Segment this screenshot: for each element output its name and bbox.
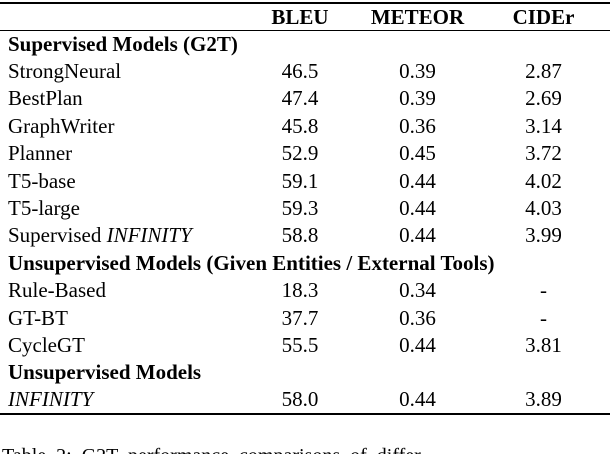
bleu-value-cell: 58.0 — [281, 387, 319, 412]
meteor-value-cell: 0.45 — [399, 141, 436, 166]
model-name-cell: GraphWriter — [0, 113, 242, 140]
meteor-value-cell: 0.39 — [399, 86, 436, 111]
bleu-value-cell: 37.7 — [281, 305, 319, 330]
table-head: BLEU METEOR CIDEr — [0, 3, 610, 31]
meteor-value-cell: 0.44 — [399, 168, 436, 193]
model-name: CycleGT — [8, 332, 85, 357]
cider-value-cell: 4.03 — [525, 196, 562, 221]
section-header: Unsupervised Models — [8, 360, 202, 385]
model-name-cell: T5-base — [0, 167, 242, 194]
table-caption: Table 2: G2T performance comparisons of … — [2, 444, 610, 454]
cider-value-cell: 3.14 — [525, 113, 562, 138]
model-name: GraphWriter — [8, 113, 115, 138]
model-name-cell: INFINITY — [0, 387, 242, 414]
meteor-value-cell: 0.44 — [399, 223, 436, 248]
bleu-value-cell: 45.8 — [281, 113, 319, 138]
section-header-row: Unsupervised Models (Given Entities / Ex… — [0, 250, 610, 277]
model-name: BestPlan — [8, 86, 83, 111]
meteor-value-cell: 0.34 — [399, 278, 436, 303]
meteor-value-cell: 0.44 — [399, 387, 436, 412]
model-name-cell: CycleGT — [0, 332, 242, 359]
cider-value-cell: 3.81 — [525, 332, 562, 357]
table-row: Planner 52.9 0.45 3.72 — [0, 140, 610, 167]
bleu-value-cell: 46.5 — [281, 59, 319, 84]
section-header: Supervised Models (G2T) — [8, 31, 238, 56]
table-row: Rule-Based 18.3 0.34 - — [0, 277, 610, 304]
model-name-cell: T5-large — [0, 195, 242, 222]
model-name-italic: INFINITY — [8, 387, 94, 412]
model-name-cell: GT-BT — [0, 304, 242, 331]
bleu-value-cell: 55.5 — [281, 332, 319, 357]
metrics-table: BLEU METEOR CIDEr Supervised Models (G2T… — [0, 2, 610, 415]
cider-value-cell: - — [540, 305, 547, 330]
table-row: GT-BT 37.7 0.36 - — [0, 304, 610, 331]
section-header-row: Unsupervised Models — [0, 359, 610, 386]
col-header-model — [0, 3, 242, 31]
table-header-row: BLEU METEOR CIDEr — [0, 3, 610, 31]
model-name-cell: Rule-Based — [0, 277, 242, 304]
table-row: T5-large 59.3 0.44 4.03 — [0, 195, 610, 222]
table-row: GraphWriter 45.8 0.36 3.14 — [0, 113, 610, 140]
meteor-value-cell: 0.36 — [399, 305, 436, 330]
bleu-value-cell: 18.3 — [281, 278, 319, 303]
col-header-meteor: METEOR — [358, 3, 477, 31]
bleu-value-cell: 59.1 — [281, 168, 319, 193]
table-row: Supervised INFINITY 58.8 0.44 3.99 — [0, 222, 610, 249]
bleu-value-cell: 58.8 — [281, 223, 319, 248]
model-name-cell: Supervised INFINITY — [0, 222, 242, 249]
meteor-value-cell: 0.44 — [399, 332, 436, 357]
model-name: Rule-Based — [8, 278, 106, 303]
cider-value-cell: 3.99 — [525, 223, 562, 248]
table-row: INFINITY 58.0 0.44 3.89 — [0, 387, 610, 414]
table-row: CycleGT 55.5 0.44 3.81 — [0, 332, 610, 359]
model-name: Supervised — [8, 223, 107, 248]
model-name-cell: Planner — [0, 140, 242, 167]
bleu-value-cell: 47.4 — [281, 86, 319, 111]
table-row: T5-base 59.1 0.44 4.02 — [0, 167, 610, 194]
col-header-cider: CIDEr — [477, 3, 610, 31]
meteor-value-cell: 0.36 — [399, 113, 436, 138]
model-name-italic: INFINITY — [106, 223, 192, 248]
table-row: StrongNeural 46.5 0.39 2.87 — [0, 58, 610, 85]
model-name: T5-base — [8, 168, 76, 193]
cider-value-cell: 2.87 — [525, 59, 562, 84]
table-row: BestPlan 47.4 0.39 2.69 — [0, 85, 610, 112]
bleu-value-cell: 52.9 — [281, 141, 319, 166]
model-name: T5-large — [8, 196, 80, 221]
meteor-value-cell: 0.39 — [399, 59, 436, 84]
cider-value-cell: 4.02 — [525, 168, 562, 193]
col-header-bleu: BLEU — [242, 3, 358, 31]
cider-value-cell: - — [540, 278, 547, 303]
cider-value-cell: 3.89 — [525, 387, 562, 412]
table-body: Supervised Models (G2T) StrongNeural 46.5 0… — [0, 31, 610, 414]
cider-value-cell: 3.72 — [525, 141, 562, 166]
model-name-cell: StrongNeural — [0, 58, 242, 85]
model-name: GT-BT — [8, 305, 68, 330]
meteor-value-cell: 0.44 — [399, 196, 436, 221]
section-header: Unsupervised Models (Given Entities / Ex… — [8, 250, 495, 275]
bleu-value-cell: 59.3 — [281, 196, 319, 221]
model-name-cell: BestPlan — [0, 85, 242, 112]
model-name: Planner — [8, 141, 73, 166]
model-name: StrongNeural — [8, 59, 122, 84]
section-header-row: Supervised Models (G2T) — [0, 31, 610, 58]
cider-value-cell: 2.69 — [525, 86, 562, 111]
